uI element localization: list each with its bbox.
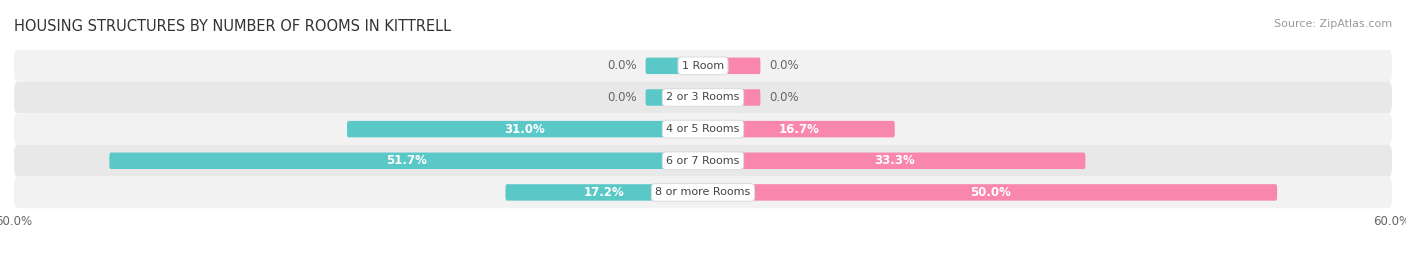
FancyBboxPatch shape xyxy=(645,89,703,106)
Text: 0.0%: 0.0% xyxy=(769,91,799,104)
Text: 6 or 7 Rooms: 6 or 7 Rooms xyxy=(666,156,740,166)
Text: 33.3%: 33.3% xyxy=(873,154,914,167)
FancyBboxPatch shape xyxy=(703,184,1277,201)
Text: 0.0%: 0.0% xyxy=(607,91,637,104)
FancyBboxPatch shape xyxy=(110,153,703,169)
Text: 1 Room: 1 Room xyxy=(682,61,724,71)
FancyBboxPatch shape xyxy=(347,121,703,137)
Text: 31.0%: 31.0% xyxy=(505,123,546,136)
FancyBboxPatch shape xyxy=(703,89,761,106)
FancyBboxPatch shape xyxy=(506,184,703,201)
Text: Source: ZipAtlas.com: Source: ZipAtlas.com xyxy=(1274,19,1392,29)
FancyBboxPatch shape xyxy=(14,145,1392,176)
FancyBboxPatch shape xyxy=(703,58,761,74)
Text: 0.0%: 0.0% xyxy=(607,59,637,72)
Text: 51.7%: 51.7% xyxy=(385,154,426,167)
Text: 0.0%: 0.0% xyxy=(769,59,799,72)
FancyBboxPatch shape xyxy=(14,50,1392,82)
FancyBboxPatch shape xyxy=(14,113,1392,145)
Text: 2 or 3 Rooms: 2 or 3 Rooms xyxy=(666,93,740,102)
Text: 4 or 5 Rooms: 4 or 5 Rooms xyxy=(666,124,740,134)
Text: 17.2%: 17.2% xyxy=(583,186,624,199)
Text: 16.7%: 16.7% xyxy=(779,123,820,136)
FancyBboxPatch shape xyxy=(14,82,1392,113)
FancyBboxPatch shape xyxy=(703,153,1085,169)
Text: 50.0%: 50.0% xyxy=(970,186,1011,199)
FancyBboxPatch shape xyxy=(703,121,894,137)
FancyBboxPatch shape xyxy=(645,58,703,74)
FancyBboxPatch shape xyxy=(14,176,1392,208)
Text: HOUSING STRUCTURES BY NUMBER OF ROOMS IN KITTRELL: HOUSING STRUCTURES BY NUMBER OF ROOMS IN… xyxy=(14,19,451,34)
Text: 8 or more Rooms: 8 or more Rooms xyxy=(655,187,751,197)
